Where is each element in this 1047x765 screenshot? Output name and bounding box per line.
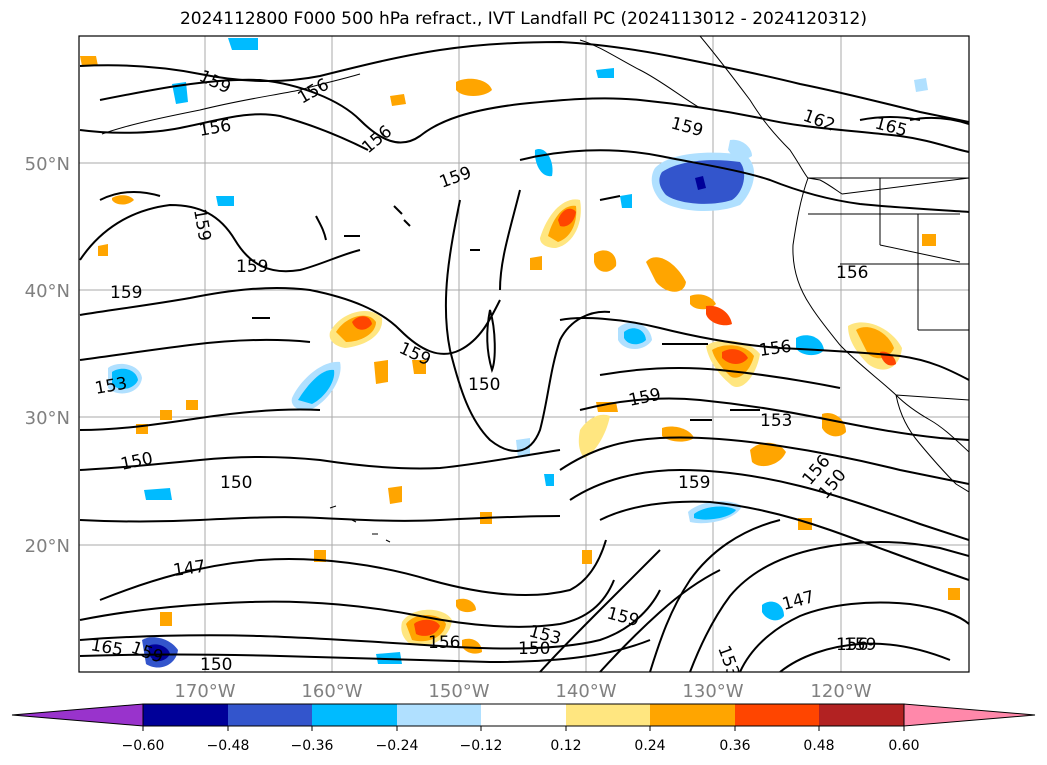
colorbar-tick: −0.24 <box>376 738 419 754</box>
contour-label: 165 <box>89 635 124 660</box>
contour-label: 159 <box>627 385 663 411</box>
lon-label: 160°W <box>301 681 362 702</box>
lon-label: 150°W <box>428 681 489 702</box>
contour-label: 159 <box>669 114 706 142</box>
contour-label: 147 <box>172 557 207 581</box>
colorbar-segment <box>228 704 312 726</box>
colorbar-min-extension <box>11 703 144 727</box>
longitude-labels: 170°W 160°W 150°W 140°W 130°W 120°W <box>174 681 871 702</box>
coastlines <box>101 36 969 543</box>
contour-label: 150 <box>200 655 232 675</box>
contour-label: 150 <box>468 375 500 395</box>
contour-lines <box>79 40 969 672</box>
contour-label: 159 <box>678 473 710 493</box>
colorbar-segment <box>566 704 650 726</box>
lat-label: 40°N <box>25 281 70 302</box>
latitude-labels: 50°N 40°N 30°N 20°N <box>25 154 70 557</box>
colorbar-segment <box>397 704 481 726</box>
colorbar-segment <box>735 704 819 726</box>
colorbar: −0.60 −0.48 −0.36 −0.24 −0.12 0.12 0.24 … <box>11 703 1036 754</box>
contour-label: 156 <box>758 337 793 361</box>
map-frame <box>78 35 970 673</box>
contour-label: 159 <box>844 635 876 655</box>
map-title: 2024112800 F000 500 hPa refract., IVT La… <box>179 9 867 29</box>
colorbar-max-extension <box>903 703 1036 727</box>
colorbar-segment <box>312 704 397 726</box>
lat-label: 20°N <box>25 536 70 557</box>
lon-label: 120°W <box>810 681 871 702</box>
colorbar-tick: 0.36 <box>719 738 750 754</box>
contour-label: 162 <box>800 106 837 136</box>
filled-anomalies <box>80 38 960 668</box>
contour-label: 147 <box>780 587 817 615</box>
contour-label: 159 <box>196 66 234 98</box>
contour-label: 156 <box>836 635 868 655</box>
contour-label: 159 <box>605 604 642 632</box>
contour-label: 153 <box>93 374 128 399</box>
colorbar-tick: −0.12 <box>460 738 503 754</box>
colorbar-frame <box>142 703 905 727</box>
contour-label: 156 <box>428 633 460 653</box>
colorbar-segment <box>143 704 228 726</box>
lat-label: 30°N <box>25 408 70 429</box>
colorbar-tick: 0.24 <box>634 738 665 754</box>
contour-label: 156 <box>197 116 232 141</box>
colorbar-tick: −0.48 <box>207 738 250 754</box>
colorbar-tick-labels: −0.60 −0.48 −0.36 −0.24 −0.12 0.12 0.24 … <box>122 738 920 754</box>
colorbar-tick: 0.48 <box>803 738 834 754</box>
colorbar-segment <box>819 704 904 726</box>
colorbar-segment <box>481 704 566 726</box>
contour-label: 156 <box>836 263 868 283</box>
contour-label: 150 <box>518 639 550 659</box>
contour-label: 159 <box>110 283 142 303</box>
contour-label: 159 <box>189 207 214 242</box>
contour-label: 150 <box>119 449 155 475</box>
contour-label: 156 <box>358 122 396 158</box>
lon-label: 140°W <box>555 681 616 702</box>
contour-label: 153 <box>713 643 743 680</box>
lat-label: 50°N <box>25 154 70 175</box>
lon-label: 130°W <box>682 681 743 702</box>
contour-label-layer: 159 156 156 156 159 159 159 159 162 165 … <box>89 66 909 680</box>
colorbar-tick: 0.12 <box>550 738 581 754</box>
contour-label: 150 <box>220 473 252 493</box>
contour-label: 159 <box>236 257 268 277</box>
colorbar-tick: −0.60 <box>122 738 165 754</box>
colorbar-tick: 0.60 <box>888 738 919 754</box>
colorbar-segment <box>650 704 735 726</box>
contour-label: 153 <box>760 411 792 431</box>
colorbar-tick: −0.36 <box>291 738 334 754</box>
map-area: 159 156 156 156 159 159 159 159 162 165 … <box>79 36 969 680</box>
lon-label: 170°W <box>174 681 235 702</box>
contour-label: 159 <box>437 163 474 193</box>
